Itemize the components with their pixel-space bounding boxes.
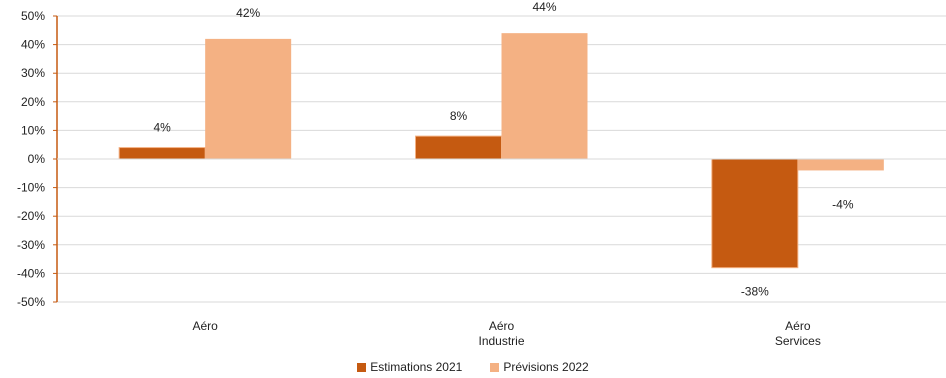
y-tick-label-7: -20% bbox=[17, 209, 45, 223]
y-tick-label-2: 30% bbox=[21, 66, 45, 80]
data-label-series-1-cat-1: 44% bbox=[532, 0, 556, 14]
bar-series-1-cat-2 bbox=[797, 159, 884, 171]
y-tick-label-6: -10% bbox=[17, 181, 45, 195]
category-label-1-line-0: Aéro bbox=[489, 319, 515, 333]
category-label-0-line-0: Aéro bbox=[192, 319, 218, 333]
legend-swatch-estimations-2021 bbox=[357, 362, 367, 372]
y-tick-label-3: 20% bbox=[21, 95, 45, 109]
category-label-2-line-0: Aéro bbox=[785, 319, 811, 333]
bar-series-0-cat-1 bbox=[415, 135, 502, 160]
y-tick-label-8: -30% bbox=[17, 238, 45, 252]
data-label-series-1-cat-0: 42% bbox=[236, 6, 260, 20]
legend: Estimations 2021 Prévisions 2022 bbox=[0, 358, 946, 376]
data-label-series-0-cat-2: -38% bbox=[741, 285, 769, 299]
y-tick-label-5: 0% bbox=[28, 152, 46, 166]
y-tick-label-10: -50% bbox=[17, 295, 45, 309]
y-tick-label-1: 40% bbox=[21, 38, 45, 52]
y-tick-label-4: 10% bbox=[21, 123, 45, 137]
legend-item-estimations-2021: Estimations 2021 bbox=[357, 360, 462, 374]
category-label-1-line-1: Industrie bbox=[478, 334, 524, 348]
legend-label-estimations-2021: Estimations 2021 bbox=[370, 360, 463, 374]
data-label-series-0-cat-0: 4% bbox=[153, 121, 171, 135]
y-tick-label-9: -40% bbox=[17, 266, 45, 280]
legend-item-previsions-2022: Prévisions 2022 bbox=[490, 360, 589, 374]
bar-series-1-cat-0 bbox=[205, 38, 292, 159]
legend-label-previsions-2022: Prévisions 2022 bbox=[503, 360, 589, 374]
bar-series-0-cat-0 bbox=[118, 147, 206, 160]
bar-series-0-cat-2 bbox=[711, 158, 799, 269]
legend-swatch-previsions-2022 bbox=[490, 362, 500, 372]
data-label-series-1-cat-2: -4% bbox=[832, 197, 854, 211]
bar-chart: 50% 40% 30% 20% 10% 0% -10% -20% -30% -40% -50% 4% 4… bbox=[17, 0, 946, 348]
bar-series-1-cat-1 bbox=[501, 33, 588, 159]
y-tick-label-0: 50% bbox=[21, 9, 45, 23]
category-label-2-line-1: Services bbox=[775, 334, 821, 348]
data-label-series-0-cat-1: 8% bbox=[450, 109, 468, 123]
